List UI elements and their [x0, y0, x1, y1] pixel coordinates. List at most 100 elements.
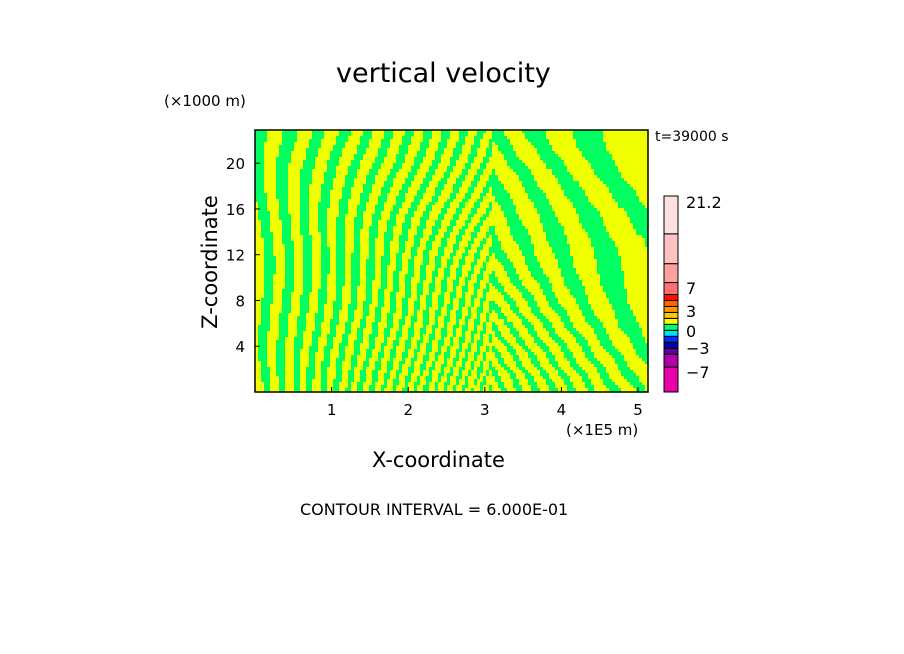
field-cell-positive	[618, 208, 621, 256]
field-cell-positive	[528, 358, 531, 373]
field-cell-positive	[498, 319, 501, 331]
field-cell-positive	[471, 163, 474, 181]
colorbar-segment	[663, 347, 679, 355]
field-cell-positive	[555, 259, 558, 298]
field-cell-positive	[408, 382, 411, 392]
field-cell-positive	[486, 163, 489, 181]
field-cell-positive	[597, 274, 600, 319]
field-cell-positive	[636, 355, 639, 376]
field-cell-positive	[507, 373, 510, 392]
field-cell-positive	[540, 349, 543, 367]
x-tick-label: 4	[557, 401, 567, 419]
field-cell-positive	[357, 355, 360, 382]
field-cell-positive	[645, 364, 648, 391]
field-cell-positive	[456, 250, 459, 268]
field-cell-positive	[474, 385, 477, 392]
field-cell-positive	[510, 169, 513, 199]
field-cell-positive	[534, 316, 537, 331]
field-cell-positive	[267, 130, 270, 211]
field-cell-positive	[642, 361, 645, 385]
colorbar-segment	[663, 195, 679, 235]
field-cell-positive	[549, 169, 552, 205]
field-cell-positive	[615, 364, 618, 385]
field-cell-positive	[465, 331, 468, 349]
field-cell-positive	[537, 319, 540, 337]
field-cell-positive	[495, 259, 498, 277]
field-cell-positive	[435, 130, 438, 151]
field-cell-positive	[417, 247, 420, 283]
field-cell-positive	[489, 187, 492, 202]
field-cell-positive	[477, 355, 480, 367]
field-cell-positive	[432, 292, 435, 325]
field-cell-positive	[453, 256, 456, 280]
field-cell-positive	[618, 130, 621, 172]
field-cell-positive	[345, 142, 348, 175]
field-cell-positive	[528, 271, 531, 292]
field-cell-positive	[462, 370, 465, 385]
field-cell-positive	[288, 313, 291, 392]
field-cell-positive	[339, 310, 342, 343]
field-cell-positive	[444, 184, 447, 202]
field-cell-positive	[579, 151, 582, 187]
field-cell-positive	[480, 226, 483, 241]
field-cell-positive	[399, 373, 402, 392]
field-cell-positive	[459, 154, 462, 175]
y-tick-label: 20	[226, 155, 245, 173]
field-cell-positive	[537, 214, 540, 262]
field-cell-positive	[549, 247, 552, 283]
field-cell-positive	[405, 241, 408, 274]
field-cell-positive	[489, 313, 492, 334]
field-cell-positive	[471, 274, 474, 295]
field-cell-positive	[498, 340, 501, 352]
field-cell-positive	[456, 328, 459, 349]
field-cell-positive	[609, 130, 612, 154]
contour-interval-footer: CONTOUR INTERVAL = 6.000E-01	[300, 500, 569, 519]
field-cell-positive	[351, 187, 354, 253]
field-cell-positive	[462, 145, 465, 169]
field-cell-positive	[423, 370, 426, 385]
field-cell-positive	[447, 139, 450, 166]
field-cell-positive	[417, 385, 420, 392]
field-cell-positive	[429, 382, 432, 392]
field-cell-positive	[510, 379, 513, 392]
field-cell-positive	[555, 178, 558, 217]
field-cell-positive	[396, 292, 399, 331]
field-cell-positive	[429, 181, 432, 202]
field-cell-positive	[588, 325, 591, 346]
field-cell-positive	[366, 148, 369, 175]
field-cell-positive	[531, 277, 534, 295]
field-cell-positive	[510, 334, 513, 346]
field-cell-positive	[450, 346, 453, 367]
field-cell-positive	[342, 361, 345, 392]
field-cell-positive	[513, 388, 516, 392]
field-cell-positive	[441, 256, 444, 280]
x-tick-label: 3	[480, 401, 490, 419]
field-cell-positive	[582, 316, 585, 337]
field-cell-positive	[639, 358, 642, 382]
field-cell-positive	[324, 130, 327, 172]
field-cell-positive	[468, 250, 471, 271]
field-cell-positive	[519, 292, 522, 313]
field-cell-positive	[594, 367, 597, 391]
field-cell-positive	[408, 145, 411, 172]
field-cell-positive	[456, 160, 459, 178]
field-cell-positive	[474, 265, 477, 283]
field-cell-positive	[360, 343, 363, 370]
field-cell-positive	[276, 130, 279, 157]
field-cell-positive	[330, 190, 333, 319]
field-cell-positive	[450, 130, 453, 157]
field-cell-positive	[459, 241, 462, 259]
field-cell-positive	[384, 202, 387, 232]
colorbar-segment	[663, 263, 679, 284]
field-cell-positive	[348, 136, 351, 166]
field-cell-positive	[573, 337, 576, 358]
field-cell-positive	[411, 181, 414, 202]
field-cell-positive	[627, 337, 630, 367]
field-cell-positive	[540, 223, 543, 268]
colorbar-label: 7	[686, 279, 696, 298]
field-cell-positive	[486, 352, 489, 370]
field-cell-positive	[552, 367, 555, 382]
field-cell-positive	[309, 130, 312, 139]
field-cell-positive	[258, 361, 261, 392]
field-cell-positive	[357, 130, 360, 145]
